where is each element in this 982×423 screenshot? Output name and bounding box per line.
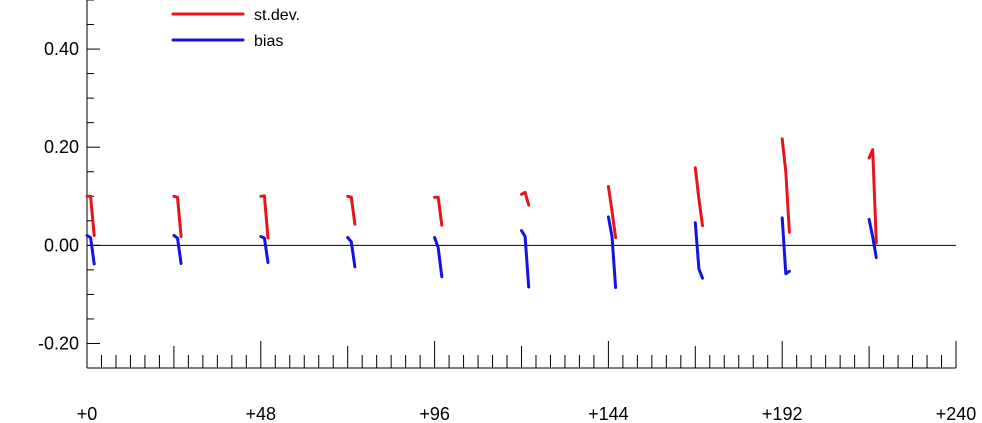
series-segment [346, 236, 357, 269]
series-segment [259, 235, 270, 264]
series-segment [520, 229, 531, 289]
x-tick-label: +192 [762, 404, 803, 423]
series-segment [867, 148, 878, 245]
series-bias [85, 215, 878, 289]
series-segment [780, 137, 791, 234]
x-tick-label: +240 [936, 404, 977, 423]
series-segment [85, 234, 96, 266]
series-segment [780, 216, 791, 276]
series-layer [85, 137, 878, 289]
series-segment [606, 185, 618, 239]
axes: -0.20 0.00 0.20 0.40 +0 +48 +96 +144 +192 +240 [38, 0, 976, 423]
x-tick-label: +96 [419, 404, 450, 423]
series-segment [85, 194, 96, 237]
series-segment [433, 236, 444, 279]
series-segment [433, 195, 444, 227]
x-tick-label: +0 [77, 404, 98, 423]
x-tick-label: +48 [246, 404, 277, 423]
series-segment [693, 166, 704, 228]
series-segment [172, 234, 183, 265]
series-segment [259, 194, 270, 240]
legend-label: st.dev. [254, 7, 300, 24]
series-segment [172, 194, 183, 238]
y-tick-label: 0.20 [44, 137, 79, 157]
series-segment [606, 215, 618, 289]
series-segment [867, 217, 878, 260]
legend-label: bias [254, 33, 283, 50]
x-tick-label: +144 [588, 404, 629, 423]
series-segment [346, 194, 357, 226]
y-tick-label: 0.00 [44, 235, 79, 255]
legend: st.dev. bias [171, 7, 300, 50]
y-tick-label: 0.40 [44, 39, 79, 59]
series-stdev [85, 137, 878, 245]
series-segment [520, 190, 531, 207]
y-tick-label: -0.20 [38, 333, 79, 353]
series-segment [693, 221, 704, 280]
